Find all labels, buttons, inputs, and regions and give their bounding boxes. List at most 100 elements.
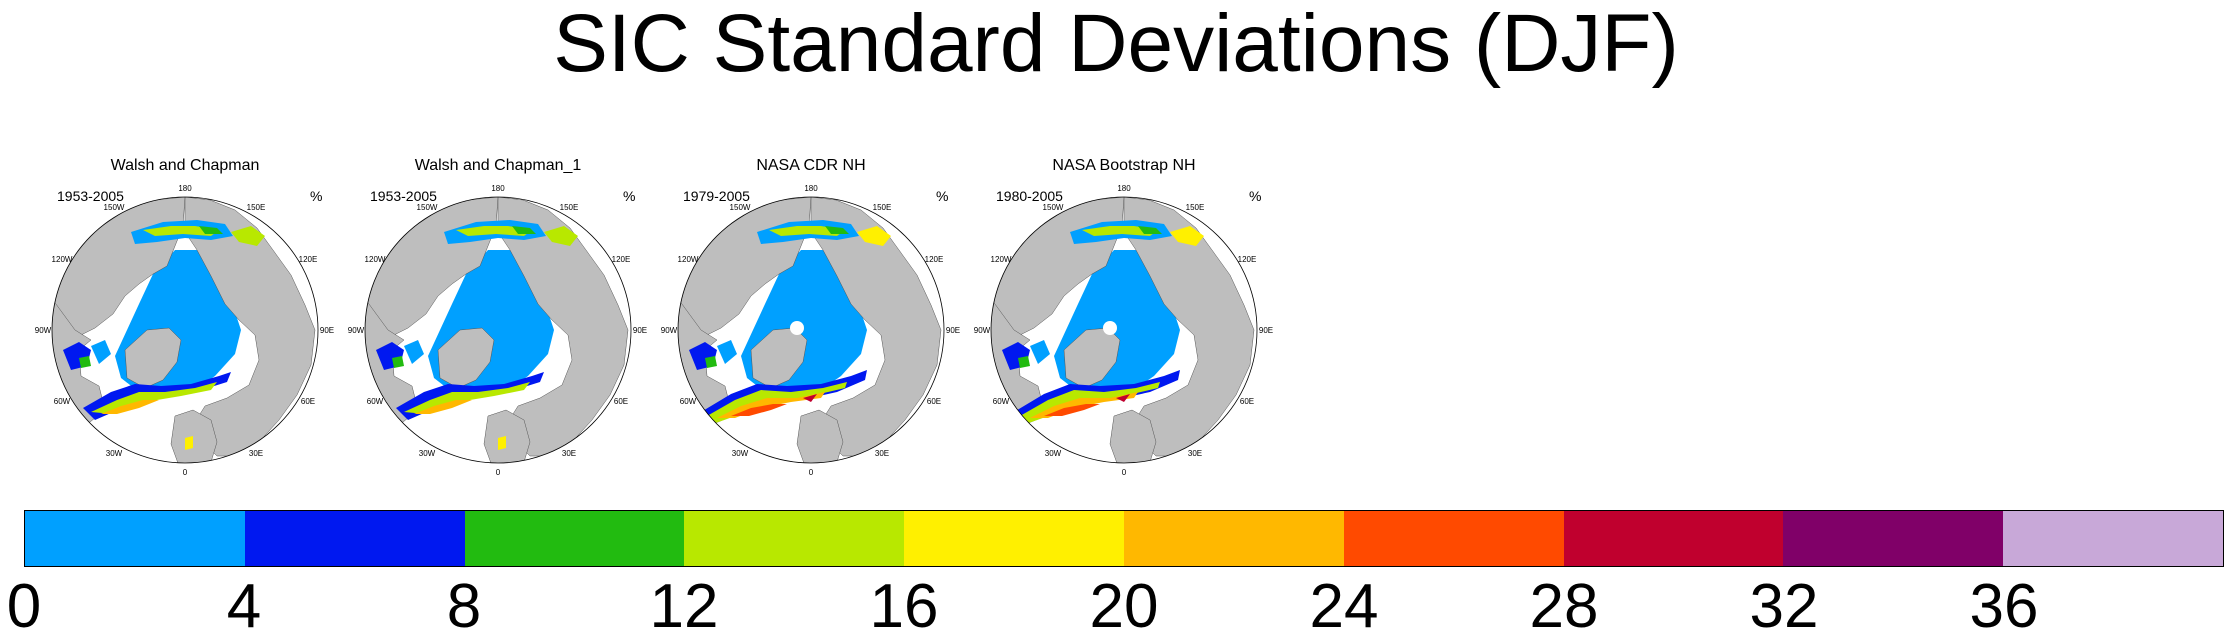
longitude-label: 120W [365,255,386,264]
longitude-label: 180 [491,184,505,193]
longitude-label: 120E [612,255,631,264]
longitude-label: 90E [1259,326,1273,335]
polar-map: 180 150E 120E 90E 60E 30E 0 30W 60W 90W 120W 150W [348,184,647,477]
sic-band-pacific [544,226,578,246]
map-panel: NASA CDR NH 1979-2005% 180 150E 120E 90E 60E 30… [661,150,961,480]
sic-band-pacific [1170,226,1204,246]
colorbar-box [904,511,1124,566]
land-mass [1109,409,1157,463]
land-mass [170,409,218,463]
sic-band-atlantic [731,404,787,416]
longitude-label: 180 [1117,184,1131,193]
longitude-label: 0 [809,468,814,477]
sic-band-hudson [404,340,424,364]
longitude-label: 90E [946,326,960,335]
longitude-label: 90W [348,326,365,335]
colorbar-box [25,511,245,566]
land-mass [1063,327,1121,389]
panel-period: 1980-2005 [996,188,1063,204]
panel-unit: % [1249,188,1262,204]
land-mass [437,327,495,389]
sic-band-atlantic [498,436,506,450]
longitude-label: 30E [562,449,576,458]
colorbar-tick-label: 24 [1309,572,1379,641]
panel-title: NASA Bootstrap NH [1052,157,1196,174]
colorbar-tick-label: 0 [6,572,42,641]
sic-band-hudson [392,356,404,368]
sic-band-pacific [143,226,219,236]
longitude-label: 60E [1240,397,1254,406]
longitude-label: 60W [54,397,71,406]
panel-period: 1953-2005 [57,188,124,204]
panel-title: Walsh and Chapman [110,157,260,174]
land-mass [483,409,531,463]
longitude-label: 30E [1188,449,1202,458]
longitude-label: 30W [106,449,123,458]
longitude-label: 60W [680,397,697,406]
land-mass [810,197,942,457]
sic-band-pacific [199,226,223,234]
sic-band-hudson [91,340,111,364]
colorbar-box [684,511,905,566]
sic-band-hudson [717,340,737,364]
colorbar-box [1343,511,1564,566]
land-mass [497,197,629,457]
longitude-label: 120E [925,255,944,264]
sic-band-hudson [1018,356,1030,368]
longitude-label: 90E [633,326,647,335]
colorbar-tick-label: 28 [1529,572,1599,641]
longitude-label: 30W [419,449,436,458]
colorbar-tick-label: 4 [226,572,262,641]
longitude-label: 60W [993,397,1010,406]
sic-band-atlantic [1044,404,1100,416]
land-mass [124,327,182,389]
longitude-label: 150W [1043,203,1064,212]
colorbar-tick-label: 20 [1089,572,1159,641]
longitude-label: 120W [52,255,73,264]
colorbar-box [2003,511,2223,566]
longitude-label: 60W [367,397,384,406]
longitude-label: 0 [1122,468,1127,477]
longitude-label: 120W [991,255,1012,264]
map-panel: NASA Bootstrap NH 1980-2005% 180 150E 120E 90… [974,150,1274,480]
sic-band-pacific [769,226,845,236]
longitude-label: 120E [1238,255,1257,264]
sic-band-pacific [231,226,265,246]
longitude-label: 150E [560,203,579,212]
longitude-label: 120W [678,255,699,264]
panel-unit: % [623,188,636,204]
longitude-label: 0 [183,468,188,477]
longitude-label: 90W [974,326,991,335]
longitude-label: 30W [732,449,749,458]
panel-unit: % [310,188,323,204]
longitude-label: 30W [1045,449,1062,458]
polar-map: 180 150E 120E 90E 60E 30E 0 30W 60W 90W 120W 150W [661,184,960,477]
sic-band-pacific [1082,226,1158,236]
sic-band-atlantic [803,394,817,402]
sic-band-atlantic [185,436,193,450]
land-mass [796,409,844,463]
colorbar-tick-label: 36 [1969,572,2039,641]
sic-band-pacific [1138,226,1162,234]
sic-band-atlantic [101,400,159,414]
sic-band-hudson [1030,340,1050,364]
colorbar-box [464,511,685,566]
longitude-label: 150W [730,203,751,212]
longitude-label: 30E [249,449,263,458]
panel-period: 1953-2005 [370,188,437,204]
sic-band-pacific [512,226,536,234]
map-panel: Walsh and Chapman 1953-2005% 180 150E 120E 90… [35,150,335,480]
colorbar-box [1783,511,2004,566]
panel-unit: % [936,188,949,204]
land-mass [750,327,808,389]
sic-band-hudson [705,356,717,368]
sic-band-pacific [825,226,849,234]
map-panel: Walsh and Chapman_1 1953-2005% 180 150E 120E… [348,150,648,480]
colorbar-tick-label: 12 [649,572,719,641]
longitude-label: 150W [104,203,125,212]
sic-band-atlantic [414,400,472,414]
sic-band-pacific [857,226,891,246]
longitude-label: 150E [873,203,892,212]
longitude-label: 180 [804,184,818,193]
sic-band-hudson [79,356,91,368]
